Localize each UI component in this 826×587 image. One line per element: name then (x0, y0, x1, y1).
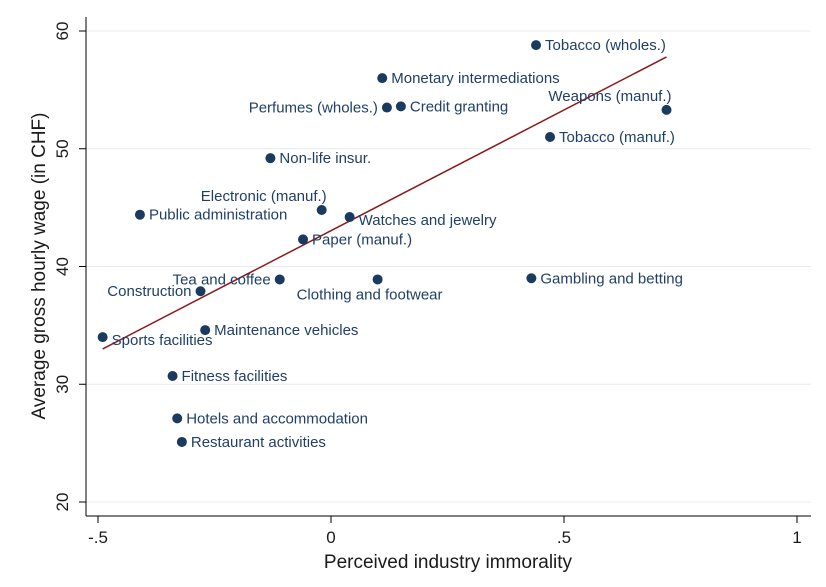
data-point (316, 204, 327, 215)
point-label: Non-life insur. (279, 150, 371, 167)
data-point (381, 102, 392, 113)
x-tick-label: 0 (326, 528, 335, 547)
data-point (377, 73, 388, 84)
point-label: Paper (manuf.) (312, 231, 412, 248)
y-tick-label: 30 (53, 375, 72, 394)
fit-line (102, 56, 667, 350)
data-point (134, 209, 145, 220)
point-label: Restaurant activities (191, 434, 326, 451)
data-point (97, 332, 108, 343)
point-label: Maintenance vehicles (214, 322, 358, 339)
point-label: Tea and coffee (173, 271, 271, 288)
point-label: Sports facilities (112, 332, 213, 349)
data-point (344, 212, 355, 223)
point-label: Construction (107, 283, 191, 300)
data-point (274, 274, 285, 285)
data-point (176, 436, 187, 447)
data-point (172, 413, 183, 424)
y-tick-label: 20 (53, 493, 72, 512)
data-point (265, 153, 276, 164)
y-tick-label: 60 (53, 22, 72, 41)
data-point (200, 325, 211, 336)
y-axis-title: Average gross hourly wage (in CHF) (29, 113, 50, 420)
data-point (372, 274, 383, 285)
point-label: Watches and jewelry (359, 212, 497, 229)
data-point (395, 101, 406, 112)
axis-ticks: 20 30 40 50 60 -.5 0 .5 1 (53, 22, 802, 547)
y-tick-label: 40 (53, 257, 72, 276)
x-tick-label: .5 (557, 528, 571, 547)
data-point (545, 131, 556, 142)
point-label: Tobacco (wholes.) (545, 37, 666, 54)
data-points: Tobacco (wholes.) Monetary intermediation… (97, 37, 683, 451)
data-point (531, 40, 542, 51)
point-label: Public administration (149, 207, 287, 224)
data-point (526, 273, 537, 284)
point-label: Tobacco (manuf.) (559, 129, 675, 146)
point-label: Weapons (manuf.) (548, 88, 671, 105)
point-label: Hotels and accommodation (186, 410, 368, 427)
data-point (195, 286, 206, 297)
data-point (661, 104, 672, 115)
point-label: Fitness facilities (182, 368, 288, 385)
x-axis-title: Perceived industry immorality (324, 552, 573, 573)
data-point (167, 371, 178, 382)
fit-line-group (102, 56, 667, 350)
x-tick-label: 1 (792, 528, 801, 547)
point-label: Credit granting (410, 98, 508, 115)
point-label: Perfumes (wholes.) (249, 100, 378, 117)
data-point (298, 234, 309, 245)
point-label: Gambling and betting (540, 270, 683, 287)
point-label: Electronic (manuf.) (201, 188, 327, 205)
x-tick-label: -.5 (88, 528, 108, 547)
point-label: Monetary intermediations (391, 70, 559, 87)
point-label: Clothing and footwear (297, 286, 443, 303)
y-tick-label: 50 (53, 139, 72, 158)
gridlines (86, 30, 811, 503)
